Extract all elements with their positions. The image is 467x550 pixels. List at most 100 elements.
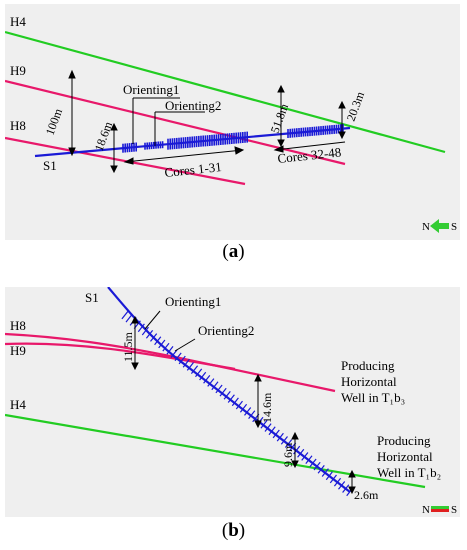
- core-tick: [158, 339, 166, 349]
- compass-bar-red-icon: [431, 509, 449, 512]
- core-tick: [313, 461, 321, 471]
- core-tick: [276, 432, 284, 442]
- caption-a: (a): [222, 241, 245, 262]
- producing-1-line1: Producing: [341, 358, 395, 373]
- orienting2-label-b: Orienting2: [198, 323, 254, 338]
- core-tick: [190, 365, 199, 374]
- core-tick: [166, 346, 174, 355]
- core-tick: [162, 342, 170, 352]
- producing-1-line2: Horizontal: [341, 374, 397, 389]
- h8-line-b: [4, 332, 336, 393]
- caption-b-letter: b: [228, 520, 239, 541]
- dim-18-6m: [110, 122, 118, 174]
- dim-14-6m-label: 14.6m: [260, 392, 274, 423]
- dim-20-3m-label: 20.3m: [344, 89, 368, 123]
- core-tick: [125, 313, 133, 323]
- core-tick: [195, 368, 203, 378]
- core-tick: [329, 474, 337, 484]
- core-tick: [186, 362, 194, 371]
- caption-a-letter: a: [228, 241, 239, 262]
- core-tick: [342, 484, 350, 493]
- s1-label-b: S1: [85, 290, 99, 305]
- core-tick: [268, 426, 276, 436]
- caption-b: (b): [221, 520, 246, 541]
- s1-core-ticks: [121, 310, 354, 497]
- producing-2-line2: Horizontal: [377, 449, 433, 464]
- cores-1-31-arrow: [123, 146, 245, 165]
- cores-32-48-arrow: [273, 141, 346, 153]
- orienting1-leader-b: [144, 310, 161, 330]
- core-tick: [321, 468, 329, 477]
- s1-well-b: [107, 286, 351, 493]
- s1-label: S1: [43, 158, 57, 173]
- h9-line-b: [4, 342, 236, 371]
- cores-1-31-label: Cores 1-31: [164, 159, 223, 180]
- core-tick: [338, 481, 346, 490]
- h4-line: [4, 30, 446, 154]
- core-tick: [309, 458, 317, 468]
- core-tick: [272, 429, 280, 439]
- core-tick: [137, 323, 145, 333]
- core-tick: [141, 326, 149, 336]
- dim-100m: [68, 69, 76, 157]
- h4-label-b: H4: [10, 397, 26, 412]
- core-tick: [178, 355, 186, 365]
- core-tick: [297, 448, 305, 458]
- compass-s-label: S: [451, 221, 457, 233]
- h9-line: [4, 79, 346, 166]
- dim-100m-label: 100m: [43, 106, 66, 137]
- dim-11-5m-label: 11.5m: [121, 331, 135, 362]
- orienting1-label-b: Orienting1: [165, 294, 221, 309]
- panel-b-svg: H8 H9 H4 S1 Orienting1 Orienting2 11.5m …: [4, 286, 457, 516]
- core-tick: [284, 439, 293, 448]
- core-tick: [150, 333, 158, 342]
- compass-n-label: N: [422, 221, 430, 233]
- core-tick: [260, 420, 268, 429]
- h4-label: H4: [10, 14, 26, 29]
- dim-18-6m-label: 18.6m: [92, 119, 116, 153]
- orienting2-leader-b: [174, 338, 196, 352]
- core-tick: [211, 381, 219, 391]
- core-tick: [231, 397, 239, 407]
- dim-11-5m: [131, 315, 139, 371]
- core-tick: [264, 423, 272, 432]
- core-tick: [227, 394, 235, 403]
- h8-label-b: H8: [10, 318, 26, 333]
- core-tick: [305, 455, 313, 464]
- core-tick: [223, 391, 231, 400]
- dim-2-6m: [348, 469, 356, 495]
- core-zone-1: [122, 124, 344, 153]
- core-tick: [215, 384, 223, 394]
- panel-a-svg: H4 H9 H8 S1 100m 18.6m 51.8m 20.3m Orien…: [4, 14, 457, 233]
- producing-1-line3: Well in T₁b₃: [341, 390, 405, 405]
- core-tick: [219, 387, 227, 397]
- core-tick: [317, 465, 325, 474]
- core-tick: [333, 477, 342, 487]
- orienting2-label: Orienting2: [165, 98, 221, 113]
- compass-arrow-icon: [430, 219, 449, 233]
- dim-9-6m: [291, 431, 299, 469]
- core-tick: [325, 471, 333, 481]
- core-tick: [170, 349, 178, 358]
- producing-2-line1: Producing: [377, 433, 431, 448]
- producing-well-2-label: Producing Horizontal Well in T₁b₂: [377, 433, 441, 480]
- core-tick: [182, 358, 190, 368]
- dim-20-3m: [338, 100, 346, 140]
- core-tick: [174, 352, 182, 362]
- core-tick: [207, 378, 215, 387]
- h4-line-b: [4, 413, 426, 489]
- compass-bar-green-icon: [431, 506, 449, 509]
- producing-well-1-label: Producing Horizontal Well in T₁b₃: [341, 358, 405, 405]
- cores-32-48-label: Cores 32-48: [277, 144, 342, 166]
- h9-label-b: H9: [10, 343, 26, 358]
- producing-2-line3: Well in T₁b₂: [377, 465, 441, 480]
- panel-a: H4 H9 H8 S1 100m 18.6m 51.8m 20.3m Orien…: [4, 4, 460, 240]
- panel-b: H8 H9 H4 S1 Orienting1 Orienting2 11.5m …: [4, 286, 460, 517]
- dim-51-8m: [277, 84, 285, 148]
- dim-14-6m: [254, 373, 262, 429]
- compass-s-label-b: S: [451, 504, 457, 516]
- core-tick: [280, 436, 288, 445]
- core-tick: [235, 400, 243, 410]
- h8-line: [4, 136, 246, 186]
- h8-label: H8: [10, 118, 26, 133]
